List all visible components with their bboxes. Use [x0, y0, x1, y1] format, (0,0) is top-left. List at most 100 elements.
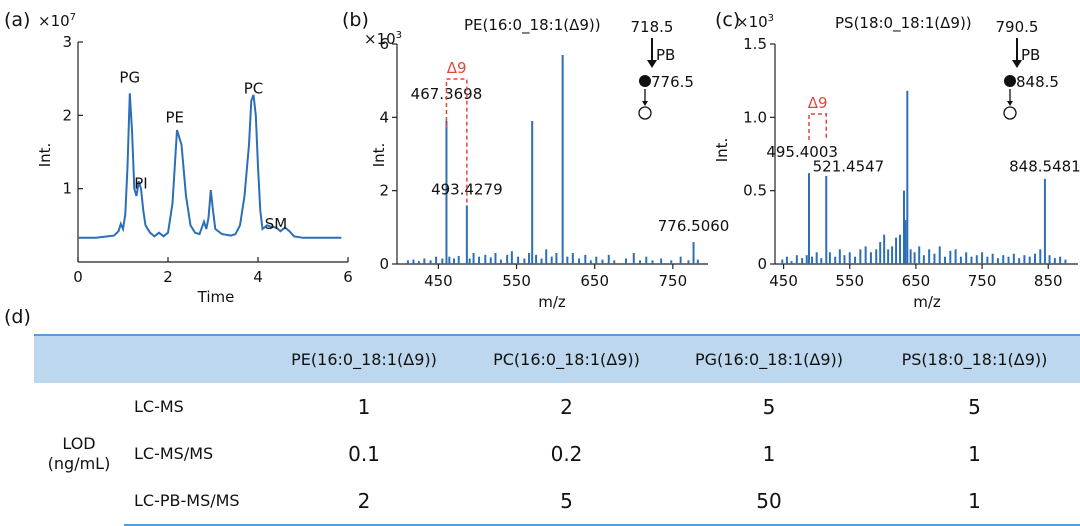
table-header-cell: PC(16:0_18:1(Δ9))	[464, 334, 669, 383]
table-cell: 5	[762, 394, 776, 419]
table-cell: 0.1	[348, 441, 380, 466]
delta-label: Δ9	[808, 94, 828, 112]
scheme-reaction-label: PB	[1021, 46, 1040, 64]
peak-label: PE	[165, 109, 184, 127]
scheme-open-circle	[638, 106, 652, 120]
scheme-small-arrowhead	[642, 101, 648, 106]
panel-c-label: (c)	[715, 9, 740, 31]
lod-table: PE(16:0_18:1(Δ9)) PC(16:0_18:1(Δ9)) PG(1…	[34, 334, 1080, 526]
chromatogram-trace	[78, 93, 342, 239]
method-label: LC-PB-MS/MS	[124, 477, 264, 526]
table-row: LC-MS/MS 0.1 0.2 1 1	[34, 430, 1080, 477]
method-label: LC-MS	[134, 397, 184, 416]
scheme-open-circle	[1003, 106, 1017, 120]
scheme-arrowhead	[647, 60, 657, 68]
chart-c-xlabel: m/z	[913, 293, 941, 311]
scheme-product-mz: 776.5	[651, 73, 694, 91]
scheme-filled-circle	[1004, 75, 1016, 87]
delta-label: Δ9	[447, 59, 467, 77]
chart-b-multiplier: ×103	[364, 30, 402, 48]
table-row: LC-PB-MS/MS 2 5 50 1	[34, 477, 1080, 526]
x-tick-label: 4	[253, 268, 263, 286]
table-cell: 2	[264, 477, 464, 526]
scheme-arrowhead	[1012, 60, 1022, 68]
x-tick-label: 450	[424, 272, 453, 290]
table-cell: 1	[968, 441, 981, 466]
x-tick-label: 750	[659, 272, 688, 290]
delta-bracket	[445, 78, 468, 206]
peak-mz-label: 467.3698	[411, 85, 483, 103]
table-cell: 0.2	[550, 441, 583, 466]
table-header-cell	[34, 334, 124, 383]
table-cell: 5	[968, 394, 981, 419]
x-tick-label: 2	[163, 268, 173, 286]
scheme-filled-circle	[639, 75, 651, 87]
peak-label: PC	[244, 79, 264, 97]
table-row: LOD (ng/mL) LC-MS 1 2 5 5	[34, 383, 1080, 474]
y-tick-label: 2	[62, 106, 72, 124]
panel-d-label: (d)	[4, 306, 31, 328]
scheme-reaction-label: PB	[656, 46, 675, 64]
x-tick-label: 850	[1034, 272, 1063, 290]
peak-mz-label: 776.5060	[658, 217, 730, 235]
panel-a-label: (a)	[4, 9, 30, 31]
table-cell: 1	[357, 394, 371, 419]
x-tick-label: 650	[580, 272, 609, 290]
peak-mz-label: 495.4003	[766, 143, 838, 161]
lod-unit: (ng/mL)	[47, 454, 111, 473]
chart-a-ylabel: Int.	[36, 143, 54, 168]
ps-spectrum-chart: ×103 PS(18:0_18:1(Δ9)) Int. m/z 450 550 65…	[713, 13, 1080, 311]
x-tick-label: 6	[343, 268, 353, 286]
y-tick-label: 1	[62, 180, 72, 198]
chart-b-ylabel: Int.	[370, 143, 388, 168]
chart-a-xlabel: Time	[197, 288, 235, 306]
chromatogram-chart: ×107 Int. Time 0 2 4 6 1 2 3 PG PI PE PC SM	[36, 12, 353, 306]
panel-b-label: (b)	[342, 9, 369, 31]
x-tick-label: 0	[73, 268, 83, 286]
chart-a-multiplier: ×107	[38, 12, 76, 30]
y-tick-label: 0	[757, 255, 767, 273]
table-cell: 2	[560, 394, 573, 419]
table-header-cell	[124, 334, 264, 383]
x-tick-label: 650	[902, 272, 931, 290]
charts-canvas: (a) (b) (c) ×107 Int. Time 0 2 4 6 1 2 3 PG PI PE…	[4, 9, 1080, 311]
table-cell: 1	[869, 477, 1080, 526]
peak-label: PG	[119, 68, 140, 86]
chart-c-title: PS(18:0_18:1(Δ9))	[835, 14, 972, 33]
y-tick-label: 1.5	[743, 35, 767, 53]
table-cell: 5	[464, 477, 669, 526]
chart-c-multiplier: ×103	[736, 13, 774, 31]
x-tick-label: 450	[769, 272, 798, 290]
pe-spectrum-chart: ×103 PE(16:0_18:1(Δ9)) Int. m/z 450 550 65…	[364, 16, 729, 311]
scheme-small-arrowhead	[1007, 101, 1013, 106]
x-tick-label: 550	[502, 272, 531, 290]
table-header-cell: PE(16:0_18:1(Δ9))	[264, 334, 464, 383]
table-header-row: PE(16:0_18:1(Δ9)) PC(16:0_18:1(Δ9)) PG(1…	[34, 334, 1080, 383]
delta-bracket	[808, 113, 828, 140]
chart-c-ylabel: Int.	[713, 138, 731, 163]
peak-label: PI	[134, 175, 147, 193]
table-cell: 1	[762, 441, 776, 466]
y-tick-label: 2	[379, 182, 389, 200]
method-label: LC-MS/MS	[134, 444, 214, 463]
table-cell: 50	[669, 477, 869, 526]
y-tick-label: 6	[379, 35, 389, 53]
x-tick-label: 750	[968, 272, 997, 290]
y-tick-label: 4	[379, 108, 389, 126]
scheme-parent-mz: 718.5	[631, 18, 674, 36]
scheme-product-mz: 848.5	[1016, 73, 1059, 91]
peak-mz-label: 493.4279	[431, 180, 503, 198]
y-tick-label: 0	[379, 255, 389, 273]
x-tick-label: 550	[835, 272, 864, 290]
table-header-cell: PG(16:0_18:1(Δ9))	[669, 334, 869, 383]
chart-b-xlabel: m/z	[538, 293, 566, 311]
scheme-parent-mz: 790.5	[996, 18, 1039, 36]
y-tick-label: 1.0	[743, 108, 767, 126]
peak-label: SM	[265, 215, 287, 233]
y-tick-label: 3	[62, 33, 72, 51]
lod-table-wrap: PE(16:0_18:1(Δ9)) PC(16:0_18:1(Δ9)) PG(1…	[34, 334, 1080, 526]
peak-mz-label: 521.4547	[813, 158, 885, 176]
peak-mz-label: 848.5481	[1009, 158, 1080, 176]
table-header-cell: PS(18:0_18:1(Δ9))	[869, 334, 1080, 383]
y-tick-label: 0.5	[743, 182, 767, 200]
